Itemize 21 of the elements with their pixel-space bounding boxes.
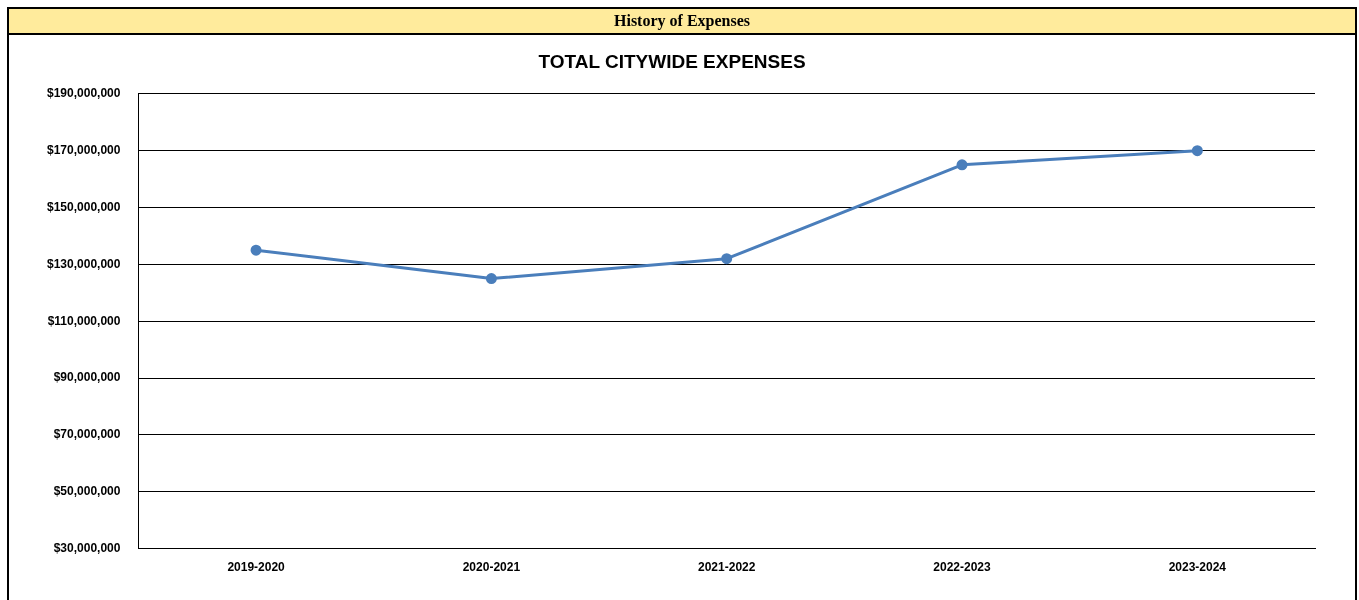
- y-tick-label: $110,000,000: [47, 313, 121, 328]
- y-tick-label: $130,000,000: [47, 256, 121, 271]
- y-tick-label: $190,000,000: [47, 86, 121, 101]
- x-tick-label: 2022-2023: [933, 560, 992, 575]
- x-tick-label: 2023-2024: [1168, 560, 1227, 575]
- y-tick-label: $150,000,000: [47, 199, 121, 214]
- point: [721, 253, 733, 265]
- y-tick-label: $90,000,000: [53, 370, 121, 385]
- x-tick-label: 2019-2020: [227, 560, 286, 575]
- point: [485, 273, 497, 285]
- point: [956, 159, 968, 171]
- chart-subtitle: TOTAL CITYWIDE EXPENSES: [538, 50, 806, 72]
- y-tick-label: $30,000,000: [53, 540, 121, 555]
- point: [1191, 145, 1203, 157]
- chart-title: History of Expenses: [9, 9, 1355, 35]
- x-tick-label: 2020-2021: [462, 560, 521, 575]
- y-tick-label: $170,000,000: [47, 142, 121, 157]
- x-tick-label: 2021-2022: [698, 560, 756, 575]
- y-tick-label: $50,000,000: [53, 484, 121, 499]
- y-tick-label: $70,000,000: [53, 427, 121, 442]
- point: [250, 244, 262, 256]
